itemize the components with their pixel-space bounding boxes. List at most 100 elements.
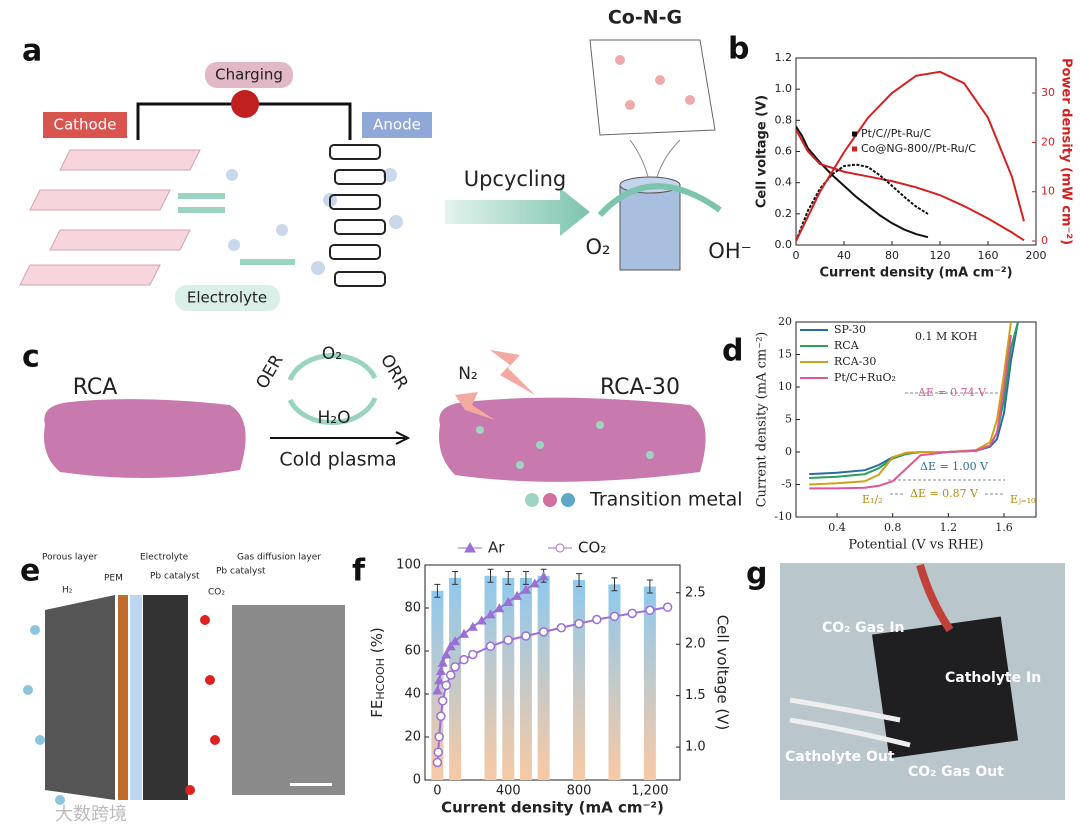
cathode-label: Cathode xyxy=(54,116,117,134)
y2-tick-label: 1.5 xyxy=(685,688,706,703)
pem xyxy=(118,595,128,800)
panel-label: b xyxy=(728,32,749,67)
reaction-arrow xyxy=(597,183,722,218)
legend-marker xyxy=(458,541,482,553)
marker xyxy=(434,675,445,685)
y-tick-label: 20 xyxy=(404,730,421,745)
y-tick-label: 10 xyxy=(778,380,792,393)
x-tick-label: 0 xyxy=(433,784,441,799)
marker xyxy=(441,680,451,691)
label: CO₂ xyxy=(208,588,225,598)
bar xyxy=(643,586,656,780)
label: Pb catalyst xyxy=(216,567,266,577)
plot-area xyxy=(431,568,673,780)
upcycling-arrow xyxy=(445,188,590,236)
marker xyxy=(432,757,443,768)
photo-label: Catholyte In xyxy=(945,670,1041,686)
bar xyxy=(608,584,621,780)
marker xyxy=(627,608,637,619)
error-bar xyxy=(434,583,441,598)
process-label: Cold plasma xyxy=(279,449,396,471)
plasma-bolts xyxy=(455,350,535,420)
legend-label: Ar xyxy=(488,539,505,557)
y-axis-label: FEHCOOH (%) xyxy=(368,627,388,717)
marker xyxy=(521,631,531,641)
marker xyxy=(433,747,444,757)
metal-dots xyxy=(476,421,654,469)
n2-label: N₂ xyxy=(458,364,478,384)
sem-image xyxy=(232,605,345,795)
x-tick-label: 800 xyxy=(567,784,592,799)
x-tick-label: 400 xyxy=(496,784,521,799)
y-tick-label: 60 xyxy=(404,644,421,659)
marker xyxy=(556,623,567,633)
marker xyxy=(468,649,478,660)
series-line xyxy=(796,129,1025,242)
marker xyxy=(503,635,513,645)
h2o-label: H₂O xyxy=(318,408,351,428)
marker xyxy=(432,685,443,695)
pb-catalyst xyxy=(143,595,188,800)
chart: 0 400 800 1,200 0 20 40 60 80 100 1.0 1.5 2.0 2.5 Curr… xyxy=(368,539,732,817)
rca-slab xyxy=(44,399,246,479)
rca-label: RCA xyxy=(73,375,118,400)
series-line xyxy=(809,322,1012,486)
marker xyxy=(450,636,461,646)
marker xyxy=(645,605,655,616)
process-arrow xyxy=(270,431,411,445)
y-tick-label: 20 xyxy=(778,315,792,328)
legend-label: RCA-30 xyxy=(834,355,876,368)
plug-icon xyxy=(231,90,259,118)
x-axis-label: Current density (mA cm⁻²) xyxy=(819,266,1012,281)
series-line xyxy=(796,70,1025,242)
annotation: Eⱼ₌₁₀ xyxy=(1010,493,1036,506)
x-tick-label: 80 xyxy=(885,249,899,262)
electrode xyxy=(619,184,681,271)
photo-label: CO₂ Gas Out xyxy=(908,764,1004,780)
panel-label: f xyxy=(352,554,366,589)
panel-a: Charging Cathode Anode Electrolyte Upcyc… xyxy=(19,7,752,311)
series-line xyxy=(796,126,929,239)
y2-tick-label: 30 xyxy=(1041,86,1055,99)
legend-label: Co@NG-800//Pt-Ru/C xyxy=(861,142,976,155)
y-tick-label: 40 xyxy=(404,687,421,702)
electrolyte-box xyxy=(175,285,280,311)
panel-g: CO₂ Gas In Catholyte In Catholyte Out CO… xyxy=(780,563,1065,800)
y-tick-label: 80 xyxy=(404,601,421,616)
panel-c: RCA RCA-30 OER O₂ ORR H₂O Cold plasma N₂… xyxy=(44,344,743,511)
legend-dot xyxy=(561,493,575,507)
marker xyxy=(529,578,540,588)
marker xyxy=(574,618,584,629)
error-bar xyxy=(646,579,653,594)
y-tick-label: -10 xyxy=(774,510,792,523)
charging-box xyxy=(205,62,293,88)
y2-tick-label: 10 xyxy=(1041,185,1055,198)
plot-area xyxy=(796,70,1025,242)
x-tick-label: 1.2 xyxy=(940,521,958,534)
error-bar xyxy=(505,570,512,585)
x-tick-label: 40 xyxy=(837,249,851,262)
panel-e: Porous layer H₂ PEM Electrolyte Pb catal… xyxy=(23,553,345,805)
marker xyxy=(445,641,456,651)
charging-label: Charging xyxy=(215,66,283,84)
rca30-label: RCA-30 xyxy=(600,375,680,400)
x-tick-label: 1,200 xyxy=(631,784,668,799)
o2-label: O₂ xyxy=(322,344,342,364)
y-tick-label: 0.0 xyxy=(775,238,793,251)
y2-axis-label: Power density (mW cm⁻²) xyxy=(1059,58,1074,245)
label: Gas diffusion layer xyxy=(237,553,321,563)
catalyst-label: Co-N-G xyxy=(608,7,682,29)
marker xyxy=(434,732,444,742)
marker xyxy=(538,571,549,581)
x-axis-label: Current density (mA cm⁻²) xyxy=(441,799,664,817)
annotation: E₁/₂ xyxy=(862,493,883,506)
tubes xyxy=(789,697,911,748)
legend-label: Pt/C+RuO₂ xyxy=(834,371,896,384)
bar xyxy=(484,575,497,780)
y-axis-label-part: FE xyxy=(368,700,386,718)
legend-dot xyxy=(543,493,557,507)
legend-label: Pt/C//Pt-Ru/C xyxy=(861,127,931,140)
d-annotations: 0.1 M KOH ΔE = 0.74 V ΔE = 1.00 V ΔE = 0… xyxy=(862,330,1036,506)
error-bar xyxy=(487,568,494,583)
cycle-arrows xyxy=(287,352,378,426)
